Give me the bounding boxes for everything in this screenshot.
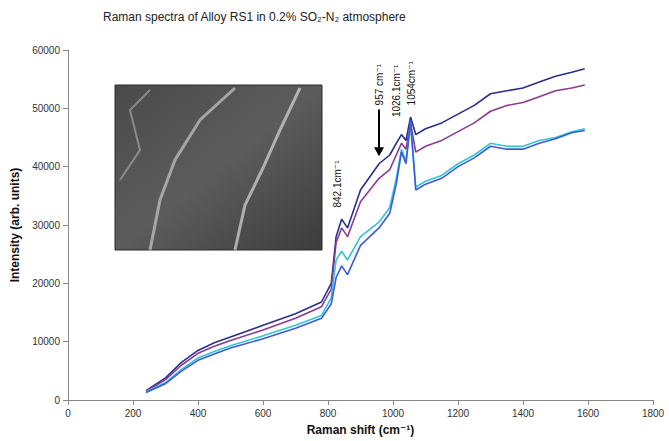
svg-text:600: 600 (255, 408, 272, 419)
svg-text:0: 0 (54, 395, 60, 406)
svg-text:20000: 20000 (32, 278, 60, 289)
svg-text:957 cm⁻¹: 957 cm⁻¹ (374, 63, 385, 105)
svg-text:60000: 60000 (32, 45, 60, 56)
svg-text:Intensity (arb. units): Intensity (arb. units) (8, 168, 22, 283)
svg-text:1200: 1200 (447, 408, 470, 419)
svg-text:200: 200 (125, 408, 142, 419)
svg-text:Raman spectra of Alloy RS1 in: Raman spectra of Alloy RS1 in 0.2% SO₂-N… (103, 10, 406, 24)
svg-text:1600: 1600 (577, 408, 600, 419)
svg-text:1026.1cm⁻¹: 1026.1cm⁻¹ (391, 64, 402, 117)
svg-text:10000: 10000 (32, 336, 60, 347)
svg-text:1400: 1400 (512, 408, 535, 419)
svg-text:400: 400 (190, 408, 207, 419)
svg-text:0: 0 (65, 408, 71, 419)
svg-text:30000: 30000 (32, 220, 60, 231)
svg-text:800: 800 (320, 408, 337, 419)
svg-text:40000: 40000 (32, 161, 60, 172)
svg-text:842.1cm⁻¹: 842.1cm⁻¹ (332, 160, 343, 208)
svg-text:1054cm⁻¹: 1054cm⁻¹ (406, 61, 417, 106)
svg-text:1800: 1800 (642, 408, 665, 419)
svg-text:1000: 1000 (382, 408, 405, 419)
svg-text:Raman shift (cm⁻¹): Raman shift (cm⁻¹) (307, 423, 415, 437)
svg-text:50000: 50000 (32, 103, 60, 114)
